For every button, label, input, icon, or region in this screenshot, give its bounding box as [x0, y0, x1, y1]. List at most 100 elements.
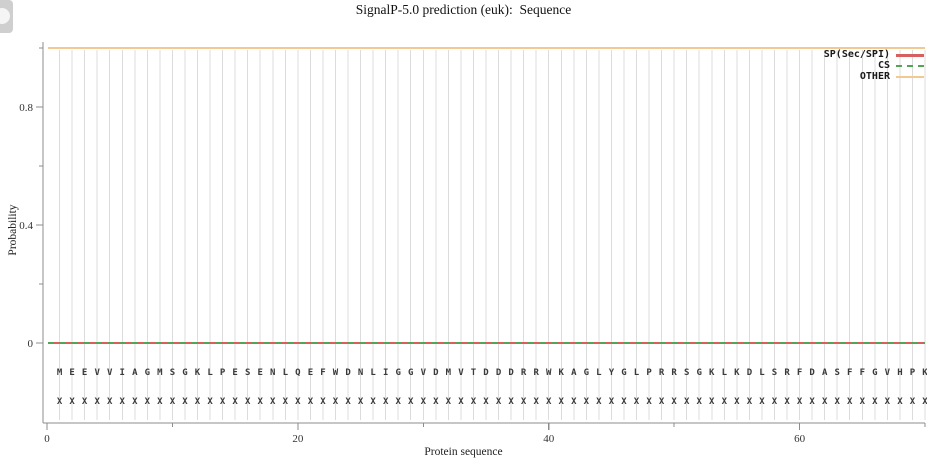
marker-letter: X: [82, 397, 88, 407]
marker-letter: X: [220, 397, 226, 407]
legend-entry-cs: CS: [824, 61, 924, 71]
residue-letter: D: [508, 368, 514, 378]
residue-letter: E: [82, 368, 87, 378]
residue-letter: P: [646, 368, 652, 378]
marker-letter: X: [684, 397, 690, 407]
residue-letter: M: [57, 368, 63, 378]
residue-letter: W: [546, 368, 552, 378]
marker-letter: X: [784, 397, 790, 407]
marker-letter: X: [395, 397, 401, 407]
residue-letter: E: [258, 368, 263, 378]
marker-letter: X: [232, 397, 238, 407]
legend-swatch-other-line: [896, 76, 924, 78]
residue-letter: G: [408, 368, 413, 378]
marker-letter: X: [195, 397, 201, 407]
marker-letter: X: [584, 397, 590, 407]
residue-letter: L: [207, 368, 213, 378]
marker-letter: X: [722, 397, 728, 407]
residue-letter: L: [596, 368, 602, 378]
residue-letter: S: [772, 368, 777, 378]
marker-letter: X: [370, 397, 376, 407]
marker-letter: X: [433, 397, 439, 407]
residue-letter: F: [797, 368, 802, 378]
residue-letter: S: [684, 368, 689, 378]
residue-letter: G: [182, 368, 187, 378]
residue-letter: N: [270, 368, 275, 378]
y-tick-label: 0.8: [19, 102, 33, 114]
residue-letter: E: [69, 368, 74, 378]
residue-letter: L: [759, 368, 765, 378]
marker-letter: X: [421, 397, 427, 407]
marker-letter: X: [446, 397, 452, 407]
marker-letter: X: [245, 397, 251, 407]
residue-letter: V: [421, 368, 427, 378]
marker-letter: X: [834, 397, 840, 407]
residue-letter: D: [433, 368, 439, 378]
marker-letter: X: [94, 397, 100, 407]
marker-letter: X: [609, 397, 615, 407]
marker-letter: X: [295, 397, 301, 407]
residue-letter: A: [571, 368, 577, 378]
marker-letter: X: [910, 397, 916, 407]
residue-letter: R: [671, 368, 677, 378]
marker-letter: X: [822, 397, 828, 407]
x-tick-label: 60: [794, 433, 806, 445]
residue-letter: K: [709, 368, 715, 378]
residue-letter: R: [784, 368, 790, 378]
residue-letter: W: [333, 368, 339, 378]
legend-label-sp: SP(Sec/SPI): [823, 49, 890, 60]
legend-swatch-sp-line: [896, 53, 924, 57]
residue-letter: N: [358, 368, 363, 378]
marker-letter: X: [847, 397, 853, 407]
marker-letter: X: [571, 397, 577, 407]
marker-letter: X: [383, 397, 389, 407]
marker-letter: X: [483, 397, 489, 407]
residue-letter: R: [659, 368, 665, 378]
residue-letter: G: [697, 368, 702, 378]
marker-letter: X: [885, 397, 891, 407]
legend-label-cs: CS: [877, 60, 890, 71]
residue-letter: K: [195, 368, 201, 378]
residue-letter: V: [885, 368, 891, 378]
residue-letter: E: [232, 368, 237, 378]
marker-letter: X: [759, 397, 765, 407]
marker-letter: X: [621, 397, 627, 407]
x-axis-label: Protein sequence: [424, 446, 503, 458]
residue-letter: A: [822, 368, 828, 378]
marker-letter: X: [283, 397, 289, 407]
marker-letter: X: [345, 397, 351, 407]
residue-letter: D: [809, 368, 815, 378]
chart-title: SignalP-5.0 prediction (euk): Sequence: [355, 2, 572, 17]
marker-letter: X: [157, 397, 163, 407]
legend-swatch-cs-line: [896, 65, 924, 67]
marker-letter: X: [747, 397, 753, 407]
marker-letter: X: [207, 397, 213, 407]
residue-letter: I: [383, 368, 388, 378]
residue-letter: M: [157, 368, 163, 378]
marker-letter: X: [107, 397, 113, 407]
marker-letter: X: [120, 397, 126, 407]
residue-letter: H: [897, 368, 902, 378]
marker-letter: X: [772, 397, 778, 407]
residue-letter: F: [320, 368, 325, 378]
legend: SP(Sec/SPI) CS OTHER: [824, 50, 924, 82]
marker-letter: X: [872, 397, 878, 407]
residue-letter: L: [634, 368, 640, 378]
marker-letter: X: [659, 397, 665, 407]
residue-letter: D: [345, 368, 351, 378]
marker-letter: X: [132, 397, 138, 407]
marker-letter: X: [797, 397, 803, 407]
residue-letter: V: [107, 368, 113, 378]
residue-letter: L: [370, 368, 376, 378]
cropped-corner-widget: [0, 0, 13, 33]
residue-letter: S: [170, 368, 175, 378]
marker-letter: X: [697, 397, 703, 407]
residue-letter: S: [245, 368, 250, 378]
marker-letter: X: [809, 397, 815, 407]
residue-letter: G: [872, 368, 877, 378]
residue-letter: L: [283, 368, 289, 378]
marker-letter: X: [320, 397, 326, 407]
x-tick-label: 20: [292, 433, 304, 445]
residue-letter: Q: [295, 368, 301, 378]
